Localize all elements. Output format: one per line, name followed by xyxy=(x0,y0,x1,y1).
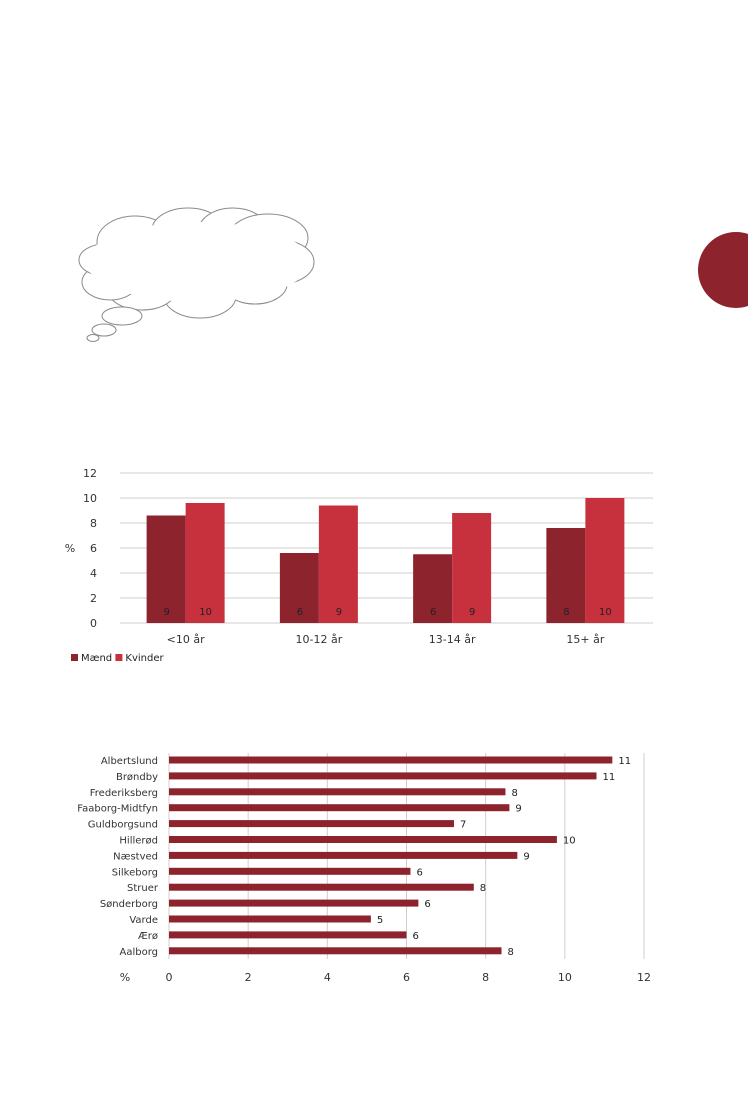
data-labels: 9 10 6 9 6 9 8 10 xyxy=(163,607,611,618)
bar xyxy=(169,915,371,923)
y-tick-label: 0 xyxy=(90,617,97,630)
bars xyxy=(146,498,625,623)
data-label: 8 xyxy=(511,788,517,799)
y-axis-ticks: 0 2 4 6 8 10 12 xyxy=(83,467,97,630)
bars xyxy=(169,756,613,955)
legend-label: Kvinder xyxy=(125,653,164,664)
data-label: 8 xyxy=(480,883,486,894)
category-label: Silkeborg xyxy=(112,867,158,878)
category-label: Varde xyxy=(129,915,158,926)
data-label: 6 xyxy=(413,931,419,942)
x-axis-ticks: <10 år 10-12 år 13-14 år 15+ år xyxy=(167,633,605,646)
bar xyxy=(169,867,411,875)
category-label: Struer xyxy=(127,883,159,894)
horizontal-bar-chart: Albertslund Brøndby Frederiksberg Faaborg-M… xyxy=(77,753,652,984)
bar-mænd xyxy=(413,554,453,623)
bar xyxy=(169,756,613,764)
data-label: 6 xyxy=(430,607,436,618)
data-label: 9 xyxy=(163,607,169,618)
x-tick-label: 0 xyxy=(166,971,173,984)
bar xyxy=(169,836,557,843)
y-tick-label: 12 xyxy=(83,467,97,480)
x-tick-label: 8 xyxy=(482,971,489,984)
x-tick-label: 12 xyxy=(637,971,651,984)
bar xyxy=(169,931,407,939)
x-tick-label: 15+ år xyxy=(566,633,604,646)
bar xyxy=(169,851,518,859)
data-label: 7 xyxy=(460,820,466,831)
x-tick-label: <10 år xyxy=(167,633,205,646)
bar-mænd xyxy=(279,553,319,623)
y-tick-label: 2 xyxy=(90,592,97,605)
data-label: 5 xyxy=(377,915,383,926)
category-label: Guldborgsund xyxy=(88,820,158,831)
category-label: Frederiksberg xyxy=(90,788,158,799)
bar xyxy=(169,788,506,796)
chapter-tab xyxy=(698,232,748,308)
data-label: 6 xyxy=(416,867,422,878)
category-label: Aalborg xyxy=(120,947,159,958)
data-label: 11 xyxy=(603,772,616,783)
bar-mænd xyxy=(546,528,586,623)
x-tick-label: 10 xyxy=(558,971,572,984)
x-tick-label: 4 xyxy=(324,971,331,984)
bar xyxy=(169,804,510,812)
bar-mænd xyxy=(146,515,186,623)
bar xyxy=(169,899,419,907)
bar xyxy=(169,772,597,780)
chart-legend: Mænd Kvinder xyxy=(71,653,164,664)
data-label: 8 xyxy=(563,607,569,618)
data-label: 10 xyxy=(199,607,212,618)
legend-swatch xyxy=(71,654,78,661)
x-axis-ticks: 0 2 4 6 8 10 12 xyxy=(166,971,652,984)
bar xyxy=(169,883,474,891)
grouped-bar-chart: 0 2 4 6 8 10 12 % 9 10 6 9 6 9 8 10 <10 år 10-12 år 13-… xyxy=(65,467,653,664)
data-label: 10 xyxy=(599,607,612,618)
y-tick-label: 6 xyxy=(90,542,97,555)
y-axis-categories: Albertslund Brøndby Frederiksberg Faaborg-M… xyxy=(77,756,159,958)
data-label: 8 xyxy=(508,947,514,958)
data-label: 11 xyxy=(618,756,631,767)
data-label: 9 xyxy=(515,804,521,815)
thought-cloud-icon xyxy=(78,207,315,342)
bar-kvinder xyxy=(585,498,625,623)
bar xyxy=(169,947,502,955)
y-tick-label: 8 xyxy=(90,517,97,530)
bar-kvinder xyxy=(318,505,358,623)
x-axis-label: % xyxy=(120,971,130,984)
data-label: 9 xyxy=(336,607,342,618)
category-label: Albertslund xyxy=(101,756,158,767)
category-label: Sønderborg xyxy=(100,899,158,910)
x-tick-label: 10-12 år xyxy=(296,633,343,646)
data-label: 6 xyxy=(297,607,303,618)
y-tick-label: 10 xyxy=(83,492,97,505)
legend-label: Mænd xyxy=(81,653,112,664)
bar xyxy=(169,820,454,828)
category-label: Hillerød xyxy=(119,836,158,847)
category-label: Næstved xyxy=(113,851,158,862)
data-label: 6 xyxy=(424,899,430,910)
category-label: Ærø xyxy=(138,931,158,942)
bar-kvinder xyxy=(452,513,492,623)
category-label: Brøndby xyxy=(116,772,158,783)
bar-kvinder xyxy=(185,503,225,623)
x-tick-label: 6 xyxy=(403,971,410,984)
data-label: 9 xyxy=(469,607,475,618)
y-axis-label: % xyxy=(65,542,75,555)
data-label: 9 xyxy=(523,851,529,862)
x-tick-label: 2 xyxy=(245,971,252,984)
legend-swatch xyxy=(115,654,123,661)
y-tick-label: 4 xyxy=(90,567,97,580)
data-label: 10 xyxy=(563,836,576,847)
category-label: Faaborg-Midtfyn xyxy=(77,804,158,815)
x-tick-label: 13-14 år xyxy=(429,633,476,646)
